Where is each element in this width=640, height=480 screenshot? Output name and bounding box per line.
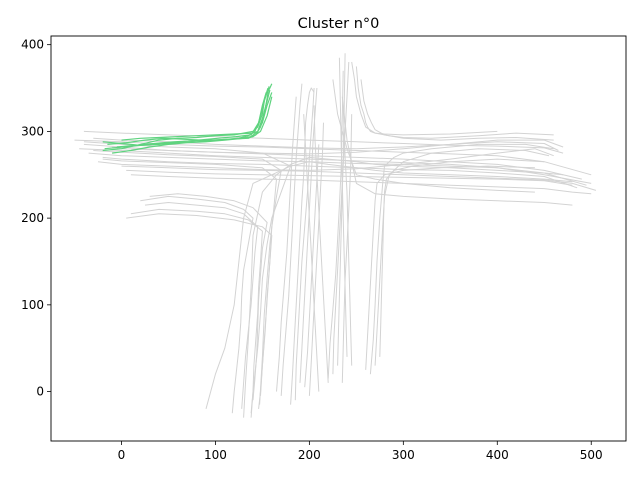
- y-tick-label: 400: [21, 38, 44, 52]
- background-trajectory-line: [126, 213, 273, 396]
- background-trajectory-line: [130, 208, 263, 418]
- background-trajectory-line: [369, 143, 554, 375]
- cluster-trajectory-line: [112, 89, 271, 154]
- background-trajectory-line: [93, 137, 564, 150]
- background-trajectory-line: [341, 96, 573, 206]
- x-tick-label: 500: [580, 448, 603, 462]
- background-trajectory-line: [88, 152, 592, 184]
- background-trajectory-line: [308, 122, 324, 396]
- background-trajectory-line: [303, 114, 320, 392]
- background-trajectory-line: [290, 87, 315, 405]
- background-trajectory-line: [379, 158, 545, 357]
- background-trajectory-line: [102, 156, 578, 189]
- background-trajectory-line: [126, 169, 573, 186]
- y-tick-label: 300: [21, 124, 44, 138]
- background-trajectory-line: [313, 105, 329, 383]
- background-trajectory-line: [342, 105, 353, 366]
- background-trajectory-line: [97, 148, 554, 171]
- background-trajectory-line: [102, 158, 277, 405]
- background-trajectory-line: [365, 165, 535, 370]
- cluster-trajectory-line: [104, 92, 267, 150]
- x-tick-label: 100: [204, 448, 227, 462]
- background-trajectory-line: [327, 70, 344, 379]
- background-trajectory-line: [149, 193, 268, 401]
- y-tick-label: 200: [21, 211, 44, 225]
- y-tick-label: 100: [21, 298, 44, 312]
- cluster-trajectory-line: [102, 96, 273, 146]
- background-trajectory-line: [299, 87, 318, 383]
- y-axis: 0 100 200 300 400: [21, 38, 51, 399]
- trajectory-layer: [74, 53, 597, 418]
- background-trajectory-line: [130, 174, 592, 195]
- background-trajectory-line: [341, 114, 353, 383]
- chart-title: Cluster n°0: [298, 16, 380, 32]
- background-trajectory-line: [294, 87, 315, 401]
- x-tick-label: 300: [392, 448, 415, 462]
- background-trajectory-line: [140, 195, 254, 414]
- y-tick-label: 0: [36, 385, 44, 399]
- background-trajectory-line: [360, 79, 554, 141]
- background-trajectory-line: [144, 202, 259, 409]
- background-trajectory-line: [332, 61, 350, 375]
- background-trajectory-line: [374, 148, 550, 366]
- x-axis: 0 100 200 300 400 500: [118, 441, 603, 462]
- background-trajectory-line: [338, 57, 348, 357]
- background-trajectory-line: [332, 79, 535, 193]
- background-trajectory-line: [351, 61, 554, 139]
- cluster-trajectory-line: [121, 92, 273, 141]
- plot-area-frame: [50, 35, 627, 442]
- background-trajectory-line: [112, 141, 559, 155]
- x-tick-label: 200: [298, 448, 321, 462]
- background-trajectory-line: [205, 161, 573, 410]
- x-tick-label: 400: [486, 448, 509, 462]
- background-trajectory-line: [83, 130, 564, 154]
- background-trajectory-line: [121, 165, 597, 191]
- background-trajectory-line: [280, 83, 303, 396]
- background-trajectory-line: [304, 144, 320, 388]
- x-tick-label: 0: [118, 448, 126, 462]
- background-trajectory-line: [276, 96, 297, 392]
